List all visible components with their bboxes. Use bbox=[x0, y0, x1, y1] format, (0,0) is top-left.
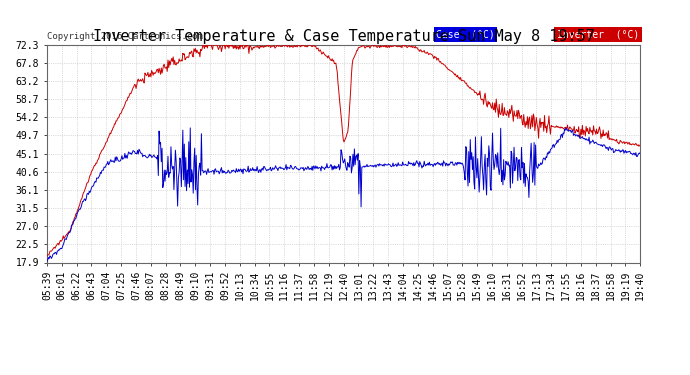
Text: Copyright 2016 Cartronics.com: Copyright 2016 Cartronics.com bbox=[47, 32, 203, 40]
Text: Inverter  (°C): Inverter (°C) bbox=[557, 30, 639, 40]
Text: Case  (°C): Case (°C) bbox=[436, 30, 495, 40]
Title: Inverter Temperature & Case Temperature Sun May 8 19:57: Inverter Temperature & Case Temperature … bbox=[92, 29, 595, 44]
